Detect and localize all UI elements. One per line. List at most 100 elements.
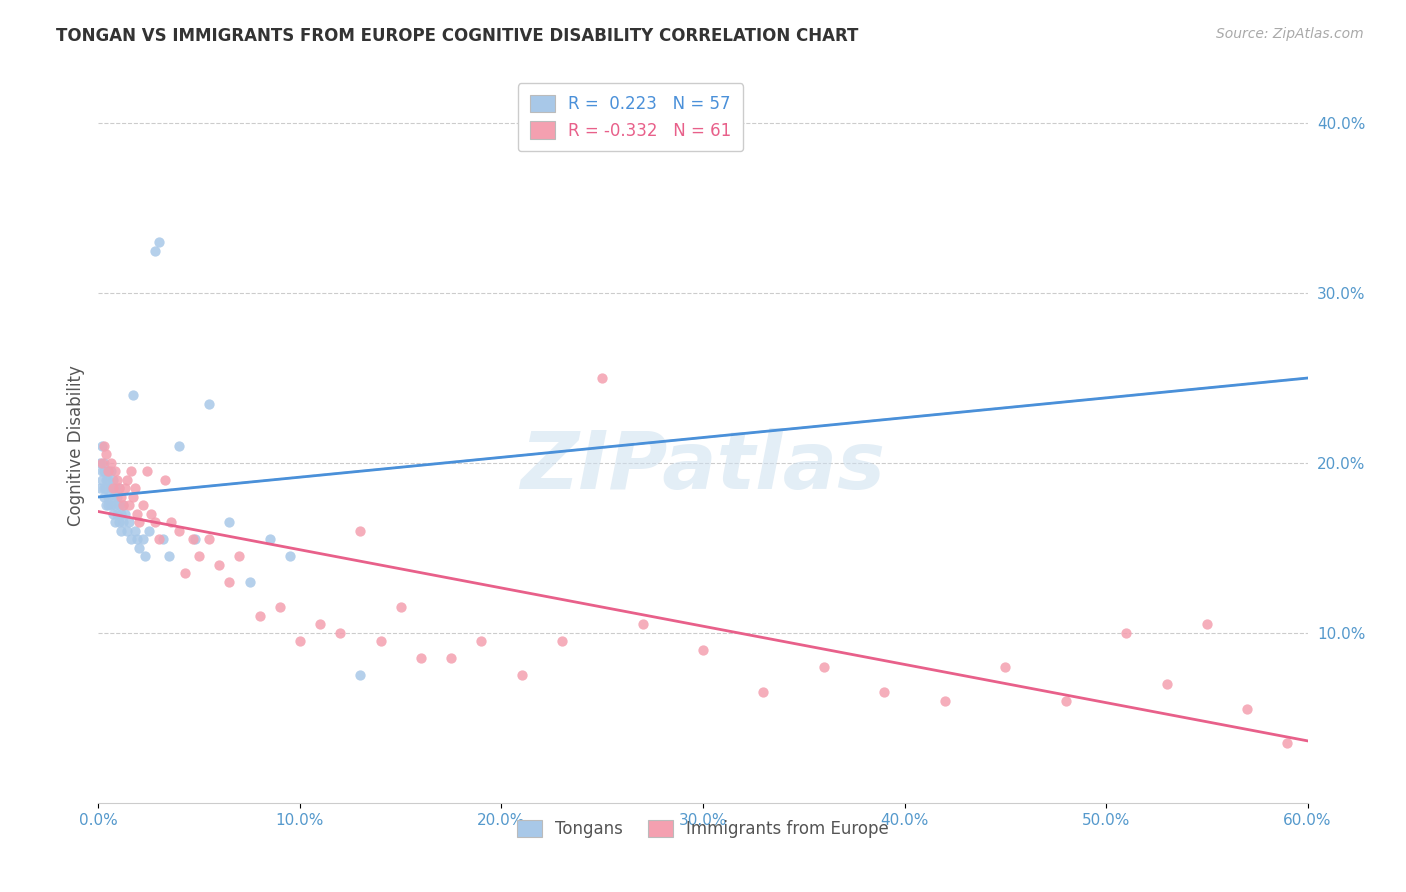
- Point: [100, 465, 122, 479]
- Point: [153, 473, 176, 487]
- Point: [389, 600, 412, 615]
- Point: [103, 499, 125, 513]
- Point: [101, 482, 124, 496]
- Point: [93, 465, 115, 479]
- Point: [143, 516, 166, 530]
- Point: [118, 516, 141, 530]
- Point: [1195, 617, 1218, 632]
- Point: [96, 482, 118, 496]
- Point: [1156, 677, 1178, 691]
- Point: [107, 482, 129, 496]
- Point: [101, 490, 124, 504]
- Point: [114, 507, 136, 521]
- Point: [100, 456, 122, 470]
- Point: [121, 388, 143, 402]
- Point: [100, 499, 122, 513]
- Point: [91, 456, 114, 470]
- Point: [1115, 626, 1137, 640]
- Point: [97, 465, 120, 479]
- Point: [107, 482, 129, 496]
- Point: [259, 533, 281, 547]
- Point: [93, 482, 115, 496]
- Point: [813, 660, 835, 674]
- Point: [269, 600, 291, 615]
- Point: [110, 507, 132, 521]
- Point: [111, 516, 134, 530]
- Point: [111, 499, 134, 513]
- Point: [103, 482, 125, 496]
- Point: [115, 524, 138, 538]
- Point: [184, 533, 207, 547]
- Point: [551, 634, 574, 648]
- Point: [120, 465, 142, 479]
- Point: [152, 533, 174, 547]
- Point: [188, 549, 211, 564]
- Point: [198, 533, 221, 547]
- Point: [167, 439, 190, 453]
- Point: [470, 634, 492, 648]
- Point: [370, 634, 392, 648]
- Point: [132, 533, 155, 547]
- Point: [97, 473, 120, 487]
- Point: [93, 456, 115, 470]
- Text: TONGAN VS IMMIGRANTS FROM EUROPE COGNITIVE DISABILITY CORRELATION CHART: TONGAN VS IMMIGRANTS FROM EUROPE COGNITI…: [56, 27, 859, 45]
- Point: [103, 516, 125, 530]
- Point: [107, 516, 129, 530]
- Point: [278, 549, 301, 564]
- Y-axis label: Cognitive Disability: Cognitive Disability: [66, 366, 84, 526]
- Point: [135, 465, 157, 479]
- Point: [591, 371, 613, 385]
- Point: [91, 439, 114, 453]
- Point: [132, 499, 155, 513]
- Point: [994, 660, 1017, 674]
- Point: [101, 507, 124, 521]
- Point: [93, 439, 115, 453]
- Point: [143, 244, 166, 258]
- Point: [110, 490, 132, 504]
- Text: ZIPatlas: ZIPatlas: [520, 428, 886, 507]
- Point: [181, 533, 204, 547]
- Point: [91, 465, 114, 479]
- Point: [329, 626, 352, 640]
- Point: [96, 473, 118, 487]
- Legend: Tongans, Immigrants from Europe: Tongans, Immigrants from Europe: [510, 813, 896, 845]
- Point: [97, 465, 120, 479]
- Point: [239, 574, 262, 589]
- Point: [349, 668, 371, 682]
- Point: [510, 668, 533, 682]
- Point: [97, 499, 120, 513]
- Point: [148, 533, 170, 547]
- Point: [288, 634, 311, 648]
- Point: [309, 617, 332, 632]
- Point: [100, 482, 122, 496]
- Point: [107, 499, 129, 513]
- Point: [128, 516, 150, 530]
- Point: [111, 499, 134, 513]
- Point: [101, 473, 124, 487]
- Point: [228, 549, 250, 564]
- Point: [208, 558, 231, 572]
- Point: [118, 499, 141, 513]
- Point: [349, 524, 371, 538]
- Point: [96, 499, 118, 513]
- Point: [157, 549, 180, 564]
- Point: [934, 694, 956, 708]
- Point: [167, 524, 190, 538]
- Point: [93, 490, 115, 504]
- Point: [218, 516, 240, 530]
- Point: [103, 465, 125, 479]
- Point: [125, 507, 148, 521]
- Point: [752, 685, 775, 699]
- Point: [121, 490, 143, 504]
- Point: [174, 566, 197, 581]
- Point: [409, 651, 432, 665]
- Point: [134, 549, 156, 564]
- Point: [198, 396, 221, 410]
- Point: [1236, 702, 1258, 716]
- Point: [97, 490, 120, 504]
- Point: [96, 448, 118, 462]
- Point: [110, 524, 132, 538]
- Point: [148, 235, 170, 249]
- Point: [249, 608, 271, 623]
- Point: [1054, 694, 1077, 708]
